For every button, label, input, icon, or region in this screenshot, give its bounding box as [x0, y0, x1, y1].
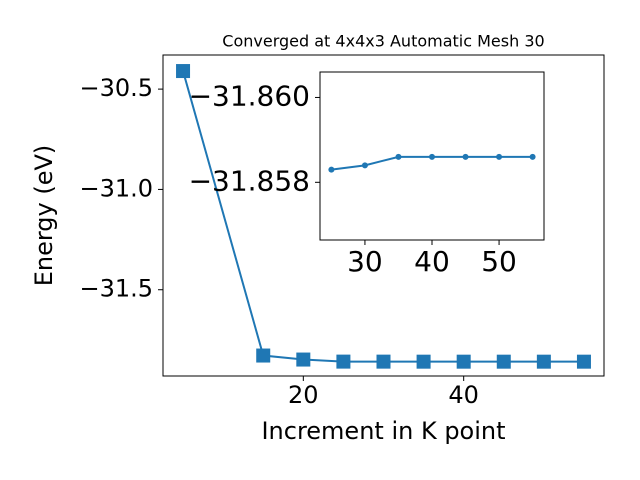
marker	[376, 354, 391, 369]
marker	[456, 354, 471, 369]
marker	[462, 153, 469, 160]
x-tick-label: 20	[288, 381, 319, 409]
marker	[536, 354, 551, 369]
marker	[336, 354, 351, 369]
marker	[429, 153, 435, 160]
y-axis-label: Energy (eV)	[30, 145, 58, 287]
y-tick-label: −31.860	[189, 79, 310, 112]
y-tick-label: −31.858	[189, 164, 310, 197]
marker	[395, 153, 402, 160]
x-tick-label: 30	[347, 245, 383, 278]
y-tick-label: −31.5	[79, 275, 153, 303]
x-axis-label: Increment in K point	[261, 417, 505, 445]
marker	[361, 162, 368, 169]
marker	[176, 64, 191, 79]
series-line	[182, 70, 584, 363]
marker	[496, 354, 511, 369]
marker	[296, 352, 311, 367]
marker	[416, 354, 431, 369]
y-tick-label: −31.0	[79, 174, 153, 202]
marker	[576, 354, 591, 369]
marker	[496, 153, 503, 160]
x-tick-label: 40	[414, 245, 450, 278]
x-tick-label: 50	[481, 245, 517, 278]
x-tick-label: 40	[448, 381, 479, 409]
marker	[328, 166, 335, 173]
y-tick-label: −30.5	[79, 74, 153, 102]
marker	[256, 348, 271, 363]
chart-title: Converged at 4x4x3 Automatic Mesh 30	[222, 32, 544, 51]
marker	[529, 153, 536, 160]
